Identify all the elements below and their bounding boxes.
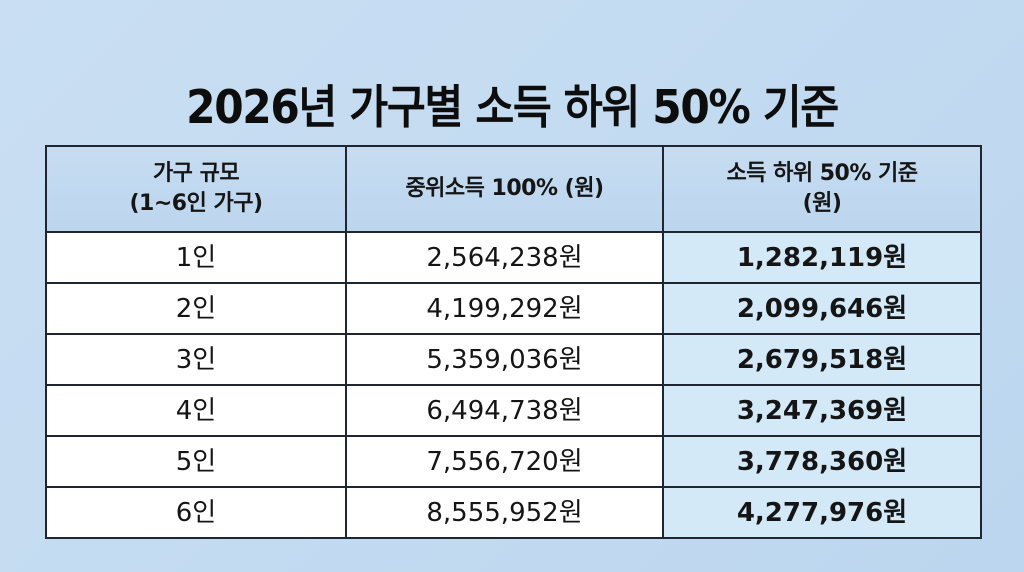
table-row: 1인 2,564,238원 1,282,119원 [45, 231, 982, 284]
header-household-size-line1: 가구 규모 [152, 161, 240, 186]
cell-lower-50-threshold: 3,247,369원 [662, 384, 982, 437]
page-title: 2026년 가구별 소득 하위 50% 기준 [186, 79, 839, 134]
header-lower-50-threshold: 소득 하위 50% 기준 (원) [662, 145, 982, 233]
cell-household-size: 5인 [45, 435, 347, 488]
cell-median-income: 6,494,738원 [345, 384, 664, 437]
cell-median-income: 2,564,238원 [345, 231, 664, 284]
cell-median-income: 5,359,036원 [345, 333, 664, 386]
header-lower-50-line1: 소득 하위 50% 기준 [726, 161, 918, 186]
cell-median-income: 8,555,952원 [345, 486, 664, 539]
income-threshold-table: 가구 규모 (1~6인 가구) 중위소득 100% (원) 소득 하위 50% … [45, 145, 982, 539]
cell-lower-50-threshold: 2,099,646원 [662, 282, 982, 335]
cell-household-size: 4인 [45, 384, 347, 437]
header-household-size: 가구 규모 (1~6인 가구) [45, 145, 347, 233]
table-row: 5인 7,556,720원 3,778,360원 [45, 435, 982, 488]
table-row: 4인 6,494,738원 3,247,369원 [45, 384, 982, 437]
cell-lower-50-threshold: 4,277,976원 [662, 486, 982, 539]
table-row: 2인 4,199,292원 2,099,646원 [45, 282, 982, 335]
header-median-income: 중위소득 100% (원) [345, 145, 664, 233]
cell-median-income: 7,556,720원 [345, 435, 664, 488]
cell-household-size: 2인 [45, 282, 347, 335]
cell-household-size: 3인 [45, 333, 347, 386]
header-median-income-line1: 중위소득 100% (원) [405, 176, 604, 201]
header-lower-50-line2: (원) [802, 191, 842, 216]
cell-median-income: 4,199,292원 [345, 282, 664, 335]
cell-lower-50-threshold: 3,778,360원 [662, 435, 982, 488]
cell-lower-50-threshold: 1,282,119원 [662, 231, 982, 284]
table-header-row: 가구 규모 (1~6인 가구) 중위소득 100% (원) 소득 하위 50% … [45, 145, 982, 233]
table-row: 3인 5,359,036원 2,679,518원 [45, 333, 982, 386]
table-row: 6인 8,555,952원 4,277,976원 [45, 486, 982, 539]
cell-lower-50-threshold: 2,679,518원 [662, 333, 982, 386]
cell-household-size: 1인 [45, 231, 347, 284]
header-household-size-line2: (1~6인 가구) [129, 191, 263, 216]
cell-household-size: 6인 [45, 486, 347, 539]
